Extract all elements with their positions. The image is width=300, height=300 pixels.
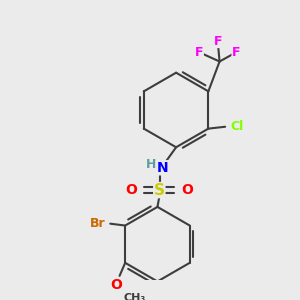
Text: Br: Br <box>89 217 105 230</box>
Text: S: S <box>154 183 165 198</box>
Text: F: F <box>214 34 222 47</box>
Text: F: F <box>232 46 241 59</box>
Text: CH₃: CH₃ <box>123 293 146 300</box>
Text: O: O <box>125 183 137 197</box>
Text: O: O <box>181 183 193 197</box>
Text: N: N <box>156 161 168 175</box>
Text: H: H <box>146 158 156 172</box>
Text: F: F <box>195 46 203 59</box>
Text: Cl: Cl <box>231 120 244 133</box>
Text: O: O <box>110 278 122 292</box>
